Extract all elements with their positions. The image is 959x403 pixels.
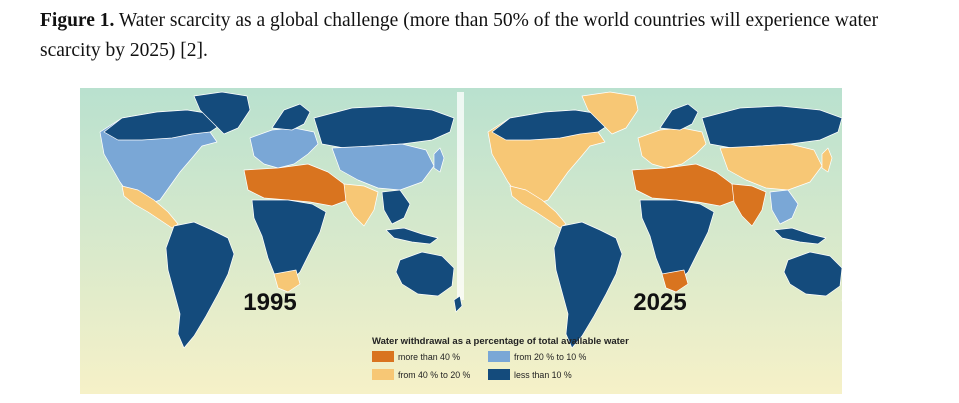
region-ca-1995 bbox=[103, 109, 223, 141]
region-jp-2025 bbox=[821, 147, 833, 173]
region-za-2025 bbox=[661, 269, 689, 293]
region-af-1995 bbox=[251, 199, 327, 285]
region-ca-2025 bbox=[491, 109, 611, 141]
region-in-2025 bbox=[731, 183, 767, 227]
legend-title: Water withdrawal as a percentage of tota… bbox=[372, 336, 629, 347]
region-jp-1995 bbox=[433, 147, 445, 173]
region-sa-2025 bbox=[553, 221, 623, 349]
legend-swatch-20-to-10 bbox=[488, 351, 510, 362]
legend: Water withdrawal as a percentage of tota… bbox=[372, 336, 629, 380]
year-label-2025: 2025 bbox=[633, 289, 686, 316]
region-gl-1995 bbox=[193, 91, 251, 135]
map-2025 bbox=[487, 91, 842, 349]
region-sea-1995 bbox=[381, 189, 411, 225]
figure-caption: Figure 1. Water scarcity as a global cha… bbox=[40, 6, 940, 66]
region-nz-1995 bbox=[453, 295, 463, 313]
map-divider bbox=[457, 92, 464, 300]
region-cn-2025 bbox=[719, 143, 823, 191]
legend-label-less-than-10: less than 10 % bbox=[514, 370, 572, 380]
region-sea-2025 bbox=[769, 189, 799, 225]
legend-swatch-more-than-40 bbox=[372, 351, 394, 362]
legend-label-40-to-20: from 40 % to 20 % bbox=[398, 370, 471, 380]
region-id-2025 bbox=[773, 227, 827, 245]
region-au-1995 bbox=[395, 251, 455, 297]
figure-caption-text: Water scarcity as a global challenge (mo… bbox=[40, 10, 879, 61]
legend-swatch-less-than-10 bbox=[488, 369, 510, 380]
map-1995 bbox=[99, 91, 463, 349]
region-mx-2025 bbox=[509, 185, 567, 229]
region-af-2025 bbox=[639, 199, 715, 285]
year-label-1995: 1995 bbox=[243, 289, 296, 316]
region-sc-1995 bbox=[271, 103, 311, 131]
legend-label-20-to-10: from 20 % to 10 % bbox=[514, 352, 587, 362]
region-id-1995 bbox=[385, 227, 439, 245]
world-maps-illustration: 1995 2025 Water withdrawal as a percenta… bbox=[80, 88, 842, 394]
legend-swatch-40-to-20 bbox=[372, 369, 394, 380]
region-me-2025 bbox=[631, 163, 737, 207]
region-mx-1995 bbox=[121, 185, 179, 229]
region-me-1995 bbox=[243, 163, 349, 207]
figure-label: Figure 1. bbox=[40, 10, 115, 31]
legend-label-more-than-40: more than 40 % bbox=[398, 352, 460, 362]
region-gl-2025 bbox=[581, 91, 639, 135]
region-au-2025 bbox=[783, 251, 842, 297]
region-sa-1995 bbox=[165, 221, 235, 349]
region-cn-1995 bbox=[331, 143, 435, 191]
region-in-1995 bbox=[343, 183, 379, 227]
region-za-1995 bbox=[273, 269, 301, 293]
region-sc-2025 bbox=[659, 103, 699, 131]
water-scarcity-figure: 1995 2025 Water withdrawal as a percenta… bbox=[80, 88, 842, 394]
